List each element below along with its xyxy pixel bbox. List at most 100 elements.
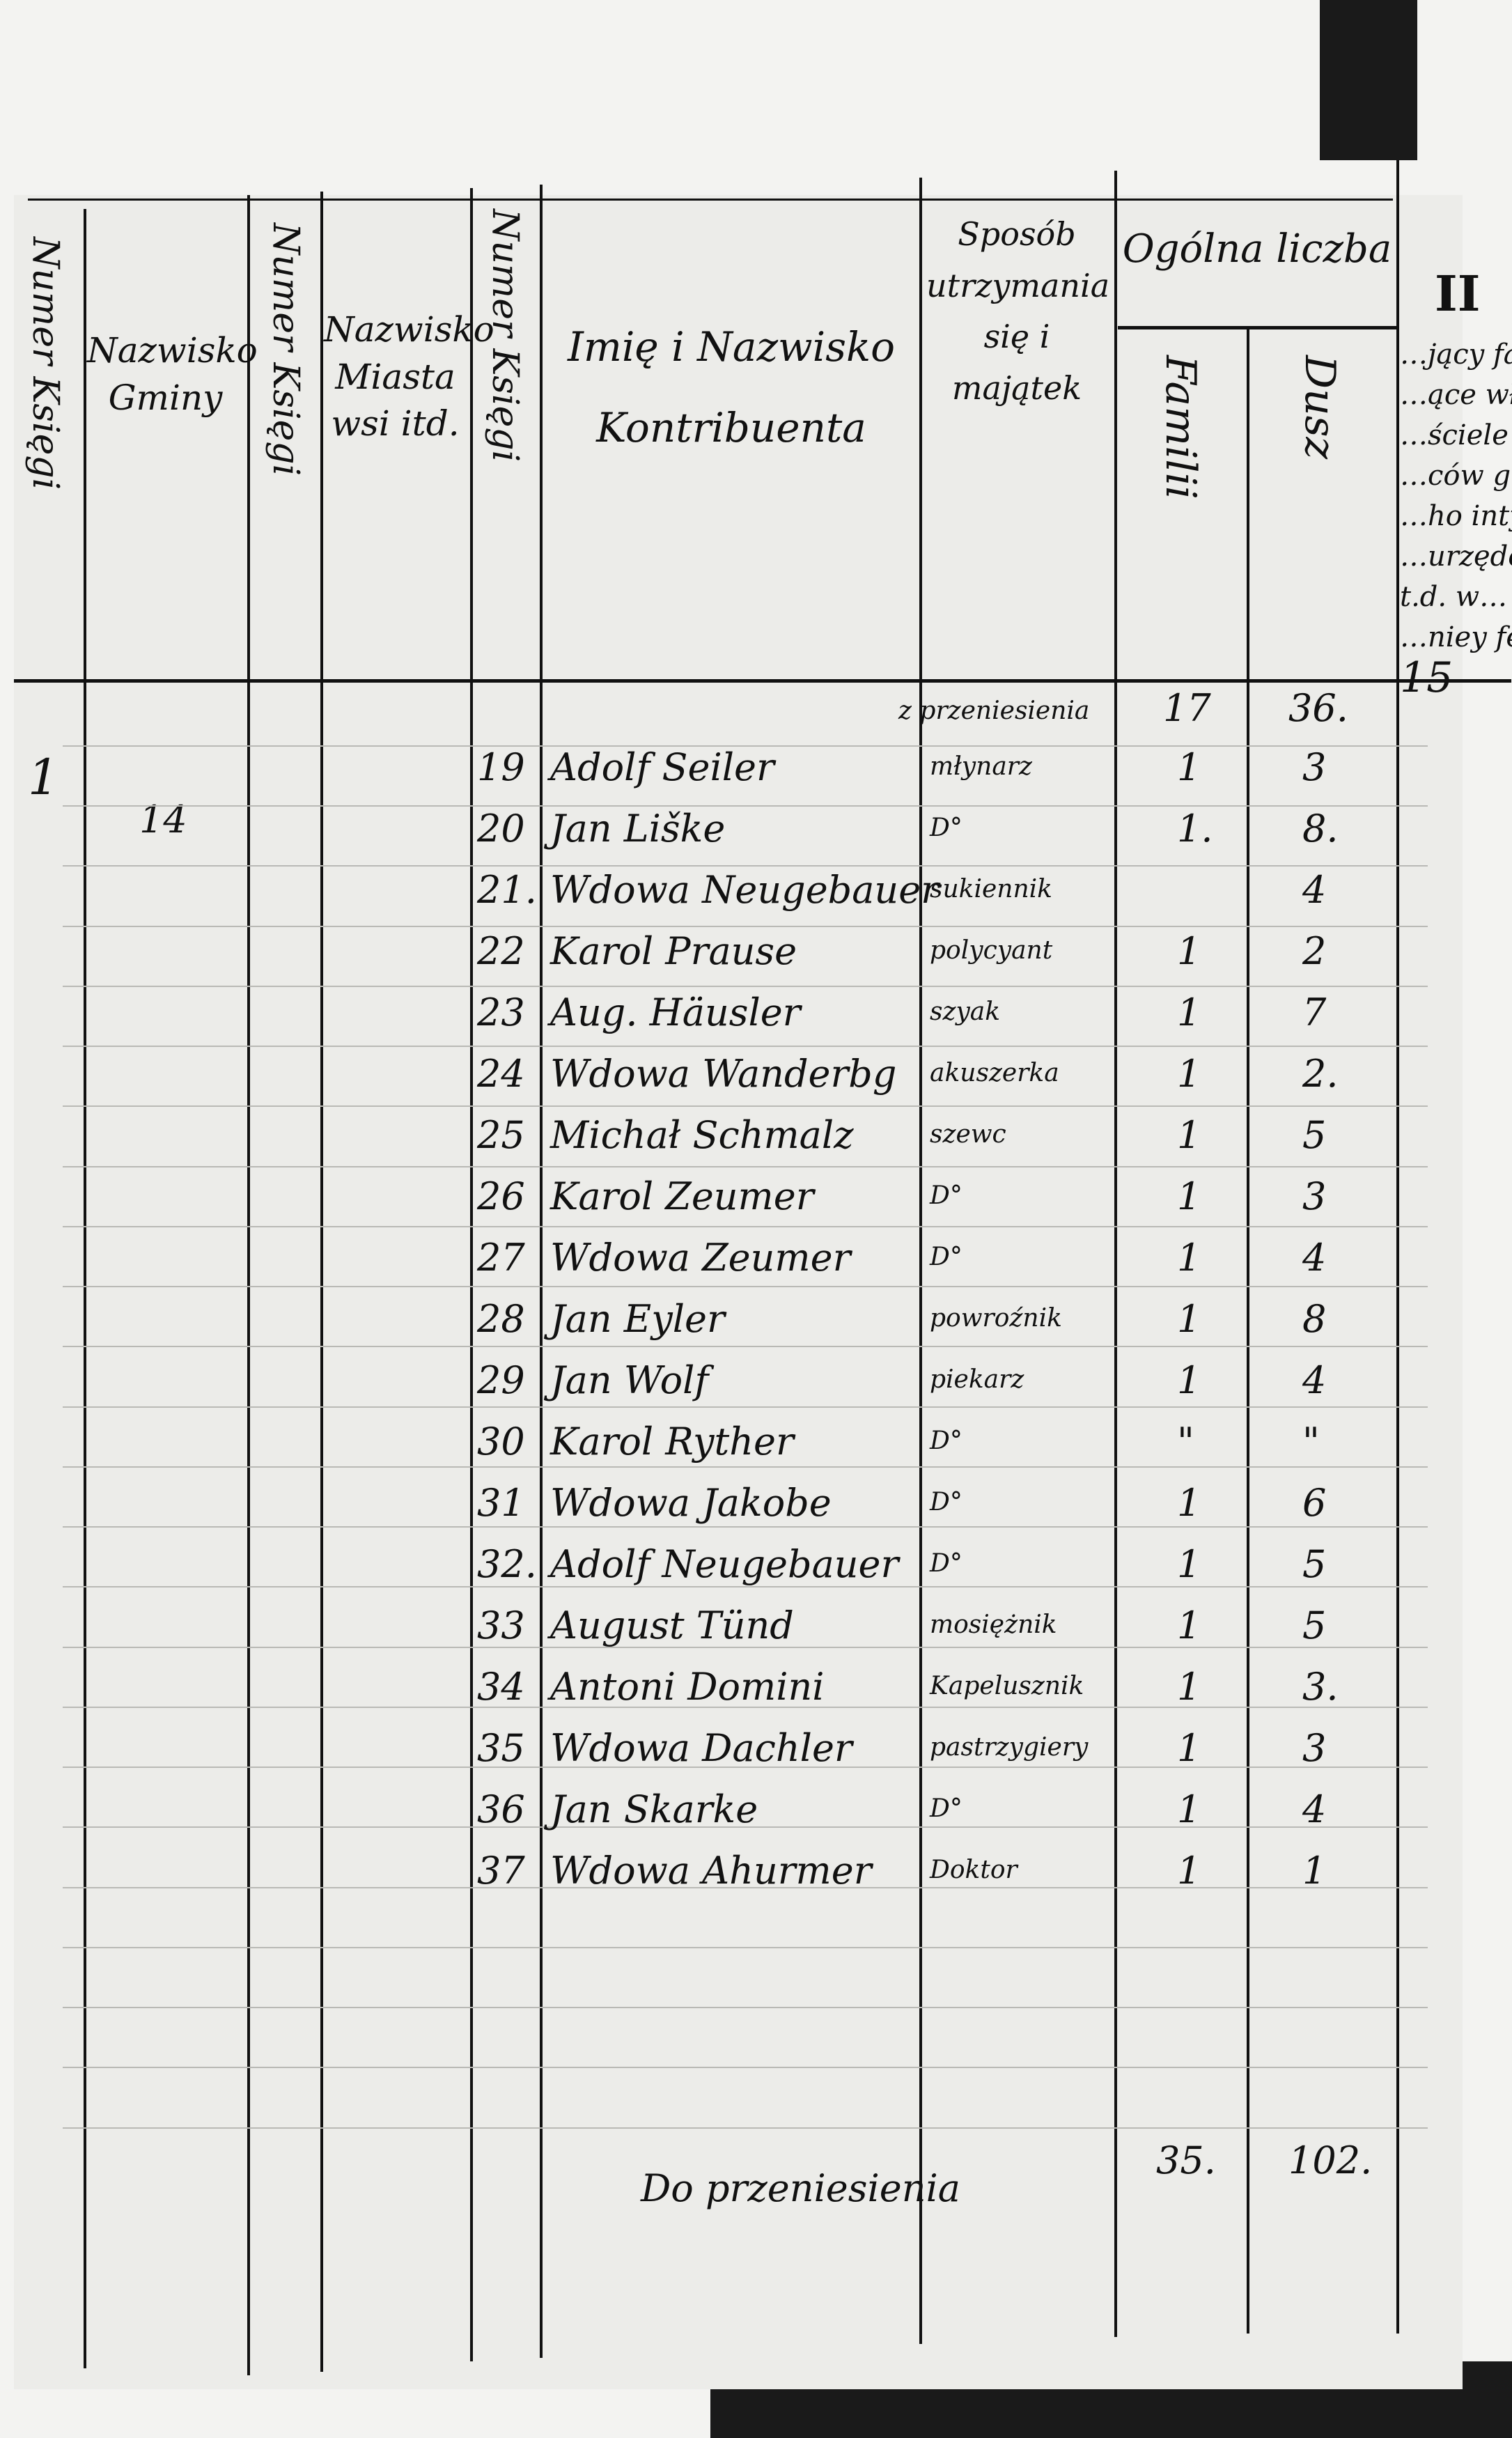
ruled-line (63, 805, 1428, 807)
families-count: 1 (1177, 1542, 1201, 1586)
ruled-line (63, 745, 1428, 747)
livelihood: piekarz (930, 1365, 1024, 1394)
livelihood: młynarz (930, 752, 1032, 781)
contributor-name: August Tünd (550, 1604, 794, 1647)
ruled-line (63, 1406, 1428, 1408)
souls-count: 4 (1302, 1358, 1327, 1402)
families-count: 1 (1177, 929, 1201, 973)
header-subdivider (1118, 326, 1396, 329)
livelihood: powroźnik (930, 1304, 1062, 1333)
families-count: 1 (1177, 1665, 1201, 1709)
contributor-name: Karol Ryther (550, 1420, 794, 1463)
livelihood: D° (930, 1794, 962, 1823)
families-count: 1 (1177, 1113, 1201, 1157)
ruled-line (63, 1286, 1428, 1288)
column-divider (919, 178, 922, 2344)
note-line: …urzędo… (1400, 541, 1512, 573)
livelihood: Doktor (930, 1856, 1018, 1884)
souls-count: 6 (1302, 1481, 1327, 1525)
ruled-line (63, 1767, 1428, 1769)
row-number: 23 (477, 991, 525, 1034)
ruled-line (63, 2007, 1428, 2009)
souls-count: 3 (1302, 745, 1327, 789)
header-ogolna-liczba: Ogólna liczba (1122, 226, 1392, 272)
contributor-name: Karol Zeumer (550, 1174, 814, 1218)
ruled-line (63, 1646, 1428, 1648)
contributor-name: Wdowa Wanderbg (550, 1052, 897, 1096)
row-number: 36 (477, 1787, 525, 1831)
contributor-name: Wdowa Neugebauer (550, 868, 939, 912)
header-miasto: Nazwisko Miasta wsi itd. (324, 309, 494, 444)
ruled-line (63, 1526, 1428, 1528)
header-gmina: Nazwisko Gminy (87, 330, 258, 418)
livelihood: szyak (930, 997, 1001, 1026)
souls-count: 5 (1302, 1542, 1327, 1586)
header-kontrybuent: Imię i Nazwisko Kontribuenta (567, 323, 896, 451)
families-count: 1 (1177, 1297, 1201, 1341)
note-line: …ściele do… (1400, 419, 1512, 451)
families-count: 1 (1177, 1236, 1201, 1280)
header-dusz: Dusz (1295, 355, 1344, 460)
gmina-value: 14 (139, 798, 187, 841)
livelihood: szewc (930, 1120, 1006, 1149)
souls-count: 4 (1302, 868, 1327, 912)
row-number: 29 (477, 1358, 525, 1402)
row-number: 31 (477, 1481, 525, 1525)
row-number: 37 (477, 1849, 525, 1893)
families-count: 1 (1177, 1726, 1201, 1770)
row-number: 27 (477, 1236, 525, 1280)
row-number: 28 (477, 1297, 525, 1341)
row-number: 35 (477, 1726, 525, 1770)
livelihood: D° (930, 1243, 962, 1271)
ruled-line (63, 985, 1428, 987)
header-familii: Familii (1156, 355, 1205, 499)
contributor-name: Wdowa Dachler (550, 1726, 852, 1770)
contributor-name: Antoni Domini (550, 1665, 825, 1709)
families-count: 1 (1177, 1787, 1201, 1831)
header-sposob: Sposób utrzymania się i majątek (926, 215, 1110, 407)
ruled-line (63, 1886, 1428, 1888)
column-divider (470, 188, 473, 2361)
contributor-name: Adolf Neugebauer (550, 1542, 899, 1586)
souls-count: 2 (1302, 929, 1327, 973)
souls-count: 5 (1302, 1604, 1327, 1647)
souls-count: 8. (1302, 807, 1339, 851)
header-numer-ksiegi-2: Numer Księgi (265, 223, 306, 476)
header-numer-ksiegi-1: Numer Księgi (24, 237, 66, 490)
row-number: 21. (477, 868, 537, 912)
header-top-line (28, 199, 1393, 201)
livelihood: akuszerka (930, 1059, 1059, 1087)
livelihood: mosiężnik (930, 1610, 1057, 1639)
column-divider (320, 192, 323, 2372)
carry-in-dusz: 36. (1288, 686, 1348, 730)
families-count: 1 (1177, 1849, 1201, 1893)
row-number: 25 (477, 1113, 525, 1157)
ruled-line (63, 2067, 1428, 2069)
right-column-notes: …jący fa… …ące wła… …ściele do… …ców gro… (1400, 334, 1512, 702)
livelihood: D° (930, 1549, 962, 1578)
numer-ksiegi-value: 1 (28, 749, 59, 806)
souls-count: 2. (1302, 1052, 1339, 1096)
families-count: 1 (1177, 745, 1201, 789)
scan-border-dark (1320, 0, 1417, 160)
souls-count: 3 (1302, 1726, 1327, 1770)
families-count: " (1177, 1420, 1194, 1463)
carry-in-familii: 17 (1163, 686, 1211, 730)
ruled-line (63, 2127, 1428, 2129)
ruled-line (63, 1046, 1428, 1048)
ruled-line (63, 1466, 1428, 1468)
column-divider (247, 195, 250, 2375)
contributor-name: Jan Eyler (550, 1297, 725, 1341)
note-line: …ho intyg… (1400, 500, 1512, 532)
right-number: 15 (1400, 653, 1453, 702)
contributor-name: Jan Wolf (550, 1358, 709, 1402)
row-number: 33 (477, 1604, 525, 1647)
row-number: 34 (477, 1665, 525, 1709)
column-divider (540, 185, 543, 2358)
livelihood: D° (930, 1427, 962, 1455)
ruled-line (63, 1586, 1428, 1588)
contributor-name: Michał Schmalz (550, 1113, 854, 1157)
families-count: 1 (1177, 1052, 1201, 1096)
souls-count: 7 (1302, 991, 1327, 1034)
contributor-name: Aug. Häusler (550, 991, 801, 1034)
